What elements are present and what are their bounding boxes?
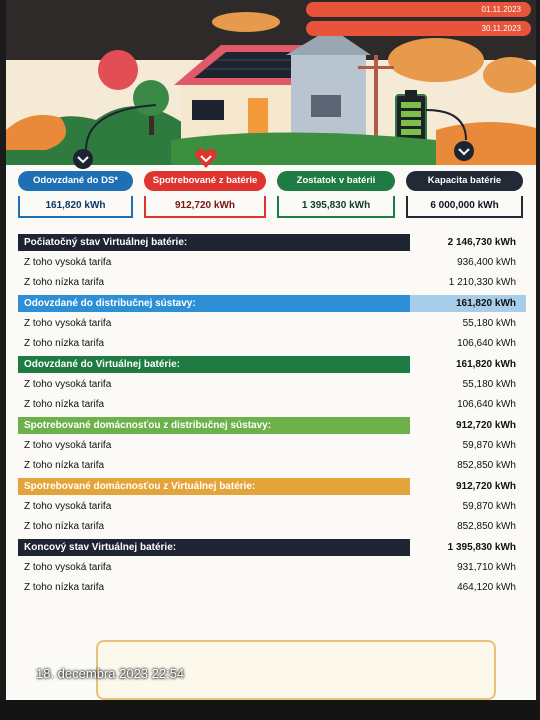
row-label: Z toho nízka tarifa (24, 338, 105, 349)
section-value: 912,720 kWh (455, 481, 516, 492)
row-value: 1 210,330 kWh (448, 277, 516, 288)
photo-timestamp: 18. decembra 2023 22:54 (36, 666, 185, 681)
card-value: 6 000,000 kWh (406, 196, 523, 218)
table-row: Z toho vysoká tarifa 936,400 kWh (18, 253, 526, 273)
row-value: 55,180 kWh (462, 318, 516, 329)
section-final-state: Koncový stav Virtuálnej batérie: 1 395,8… (18, 537, 526, 558)
table-row: Z toho vysoká tarifa 55,180 kWh (18, 314, 526, 334)
row-value: 936,400 kWh (457, 257, 516, 268)
section-label: Počiatočný stav Virtuálnej batérie: (24, 237, 188, 248)
row-value: 852,850 kWh (457, 521, 516, 532)
section-label: Koncový stav Virtuálnej batérie: (24, 542, 177, 553)
section-label: Spotrebované domácnosťou z distribučnej … (24, 420, 272, 431)
card-title: Kapacita batérie (406, 171, 523, 191)
row-value: 106,640 kWh (457, 399, 516, 410)
battery-icon (395, 90, 427, 148)
table-row: Z toho nízka tarifa 852,850 kWh (18, 456, 526, 476)
row-value: 464,120 kWh (457, 582, 516, 593)
table-row: Z toho vysoká tarifa 55,180 kWh (18, 375, 526, 395)
table-row: Z toho vysoká tarifa 59,870 kWh (18, 436, 526, 456)
section-value: 161,820 kWh (455, 359, 516, 370)
section-exported-to-grid: Odovzdané do distribučnej sústavy: 161,8… (18, 293, 526, 314)
card-value: 161,820 kWh (18, 196, 133, 218)
card-title: Spotrebované z batérie (144, 171, 266, 191)
row-label: Z toho nízka tarifa (24, 582, 105, 593)
table-row: Z toho nízka tarifa 1 210,330 kWh (18, 273, 526, 293)
row-value: 59,870 kWh (462, 501, 516, 512)
row-label: Z toho vysoká tarifa (24, 501, 112, 512)
row-value: 55,180 kWh (462, 379, 516, 390)
table-row: Z toho nízka tarifa 106,640 kWh (18, 334, 526, 354)
card-exported-to-grid: Odovzdané do DS* 161,820 kWh (18, 171, 133, 221)
section-consumed-from-battery: Spotrebované domácnosťou z Virtuálnej ba… (18, 476, 526, 497)
section-consumed-from-grid: Spotrebované domácnosťou z distribučnej … (18, 415, 526, 436)
table-row: Z toho nízka tarifa 852,850 kWh (18, 517, 526, 537)
row-label: Z toho nízka tarifa (24, 277, 105, 288)
row-label: Z toho nízka tarifa (24, 460, 105, 471)
section-label: Odovzdané do Virtuálnej batérie: (24, 359, 180, 370)
card-battery-capacity: Kapacita batérie 6 000,000 kWh (406, 171, 523, 221)
card-value: 1 395,830 kWh (277, 196, 395, 218)
section-value: 161,820 kWh (455, 298, 516, 309)
table-row: Z toho nízka tarifa 106,640 kWh (18, 395, 526, 415)
section-value: 1 395,830 kWh (447, 542, 516, 553)
row-value: 931,710 kWh (457, 562, 516, 573)
row-value: 59,870 kWh (462, 440, 516, 451)
row-label: Z toho nízka tarifa (24, 399, 105, 410)
heart-chevron-icon (195, 148, 217, 168)
row-value: 106,640 kWh (457, 338, 516, 349)
section-label: Spotrebované domácnosťou z Virtuálnej ba… (24, 481, 256, 492)
card-title: Odovzdané do DS* (18, 171, 133, 191)
row-label: Z toho vysoká tarifa (24, 257, 112, 268)
row-label: Z toho nízka tarifa (24, 521, 105, 532)
tip-box (96, 640, 496, 700)
table-row: Z toho vysoká tarifa 59,870 kWh (18, 497, 526, 517)
row-label: Z toho vysoká tarifa (24, 318, 112, 329)
summary-cards: Odovzdané do DS* 161,820 kWh Spotrebovan… (18, 171, 523, 221)
energy-table: Počiatočný stav Virtuálnej batérie: 2 14… (18, 232, 526, 598)
row-value: 852,850 kWh (457, 460, 516, 471)
row-label: Z toho vysoká tarifa (24, 379, 112, 390)
table-row: Z toho nízka tarifa 464,120 kWh (18, 578, 526, 598)
period-to: 30.11.2023 (306, 21, 531, 36)
report-sheet: 01.11.2023 30.11.2023 Odovzdané do DS* 1… (6, 0, 536, 700)
section-value: 912,720 kWh (455, 420, 516, 431)
chevron-down-icon (454, 141, 474, 161)
table-row: Z toho vysoká tarifa 931,710 kWh (18, 558, 526, 578)
section-exported-to-battery: Odovzdané do Virtuálnej batérie: 161,820… (18, 354, 526, 375)
card-value: 912,720 kWh (144, 196, 266, 218)
photo-edge (0, 700, 540, 720)
section-initial-state: Počiatočný stav Virtuálnej batérie: 2 14… (18, 232, 526, 253)
row-label: Z toho vysoká tarifa (24, 562, 112, 573)
card-battery-balance: Zostatok v batérii 1 395,830 kWh (277, 171, 395, 221)
period-from: 01.11.2023 (306, 2, 531, 17)
row-label: Z toho vysoká tarifa (24, 440, 112, 451)
section-value: 2 146,730 kWh (447, 237, 516, 248)
card-consumed-from-battery: Spotrebované z batérie 912,720 kWh (144, 171, 266, 221)
card-title: Zostatok v batérii (277, 171, 395, 191)
section-label: Odovzdané do distribučnej sústavy: (24, 298, 196, 309)
chevron-down-icon (73, 149, 93, 169)
